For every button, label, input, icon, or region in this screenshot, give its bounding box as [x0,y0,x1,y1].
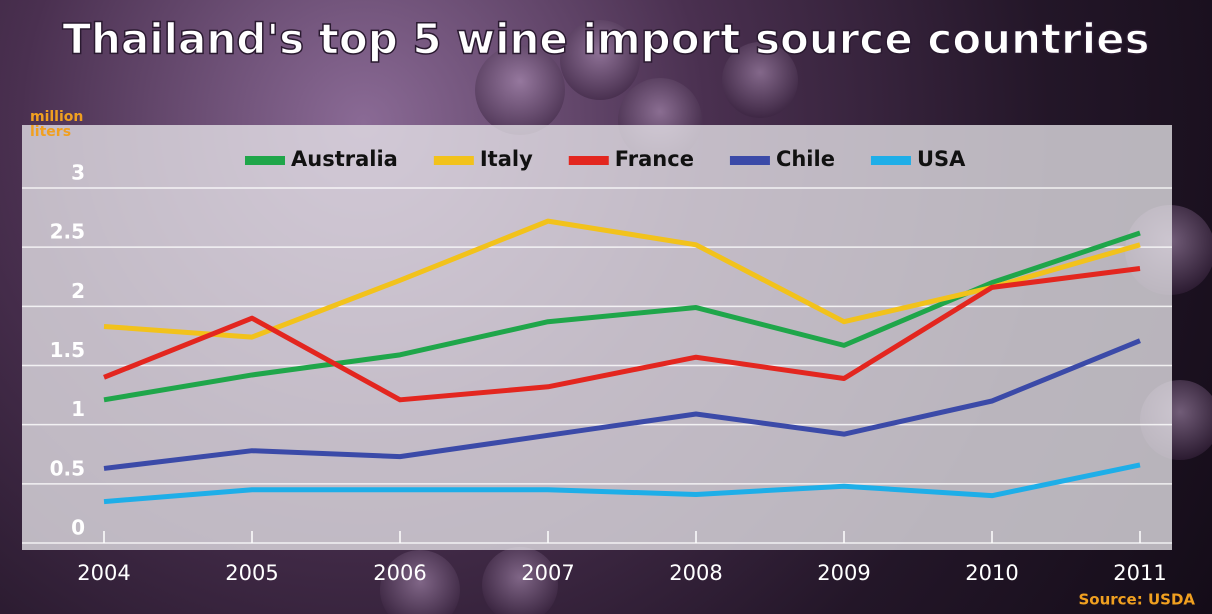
legend-label: Italy [480,147,533,171]
legend-label: USA [917,147,966,171]
legend-swatch [729,156,770,165]
legend-swatch [568,156,609,165]
y-tick-label: 0.5 [50,456,85,480]
chart-title: Thailand's top 5 wine import source coun… [62,15,1149,64]
x-tick-label: 2007 [521,561,574,585]
legend-label: Chile [776,147,835,171]
x-tick-label: 2006 [373,561,426,585]
y-tick-label: 0 [71,516,85,540]
x-tick-label: 2005 [225,561,278,585]
y-tick-label: 2.5 [50,220,85,244]
x-tick-label: 2009 [817,561,870,585]
line-series [103,338,1141,471]
line-series [103,218,1141,340]
x-tick-label: 2008 [669,561,722,585]
y-tick-label: 3 [71,161,85,185]
legend-swatch [245,156,285,165]
source-note: Source: USDA [1078,591,1195,609]
plot-background [22,125,1172,550]
y-tick-label: 1.5 [50,338,85,362]
line-series [103,462,1141,505]
y-tick-label: 2 [71,279,85,303]
x-tick-label: 2004 [77,561,130,585]
y-axis-label: million liters [30,109,84,140]
x-tick-label: 2010 [965,561,1018,585]
line-series [103,265,1141,403]
x-tick-label: 2011 [1113,561,1166,585]
legend-swatch [433,156,474,165]
legend-swatch [870,156,911,165]
legend-label: Australia [291,147,398,171]
y-tick-label: 1 [71,397,85,421]
legend-label: France [615,147,694,171]
